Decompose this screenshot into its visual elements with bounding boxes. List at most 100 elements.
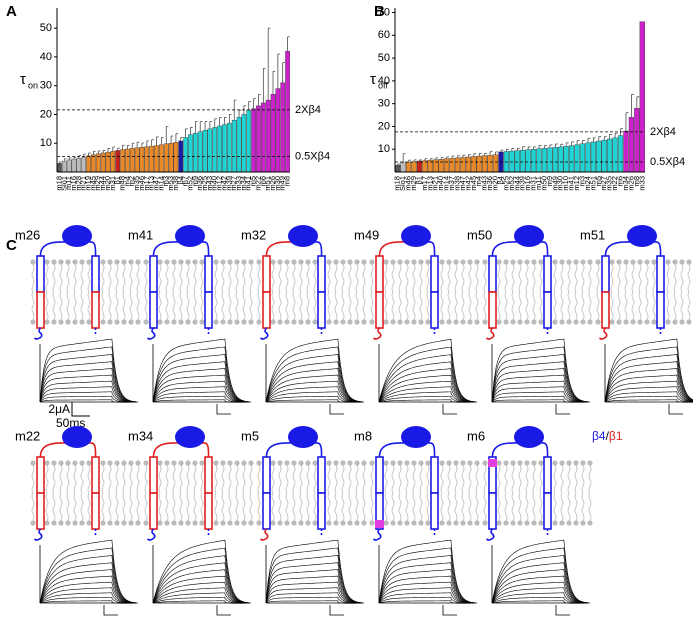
lipid-tail xyxy=(66,492,70,522)
lipid-tail xyxy=(454,492,458,522)
lipid-head xyxy=(404,520,410,526)
lipid-tail xyxy=(511,263,515,293)
lipid-head xyxy=(227,319,233,325)
lipid-tail xyxy=(292,263,296,293)
lipid-head xyxy=(79,319,85,325)
lipid-head xyxy=(241,259,247,265)
current-trace xyxy=(604,346,693,403)
lipid-tail xyxy=(66,464,70,494)
lipid-head xyxy=(128,319,134,325)
lipid-tail xyxy=(108,263,112,293)
lipid-head xyxy=(51,520,57,526)
lipid-tail xyxy=(553,464,557,494)
lipid-tail xyxy=(419,263,423,293)
lipid-head xyxy=(128,520,134,526)
current-trace xyxy=(39,587,137,604)
lipid-head xyxy=(298,319,304,325)
bar xyxy=(81,156,87,173)
lipid-tail xyxy=(687,291,691,321)
lipid-tail xyxy=(249,263,253,293)
lipid-tail xyxy=(518,492,522,522)
lipid-tail xyxy=(242,263,246,293)
lipid-tail xyxy=(129,291,133,321)
lipid-head xyxy=(305,460,311,466)
lipid-head xyxy=(298,460,304,466)
linker xyxy=(538,241,549,257)
lipid-head xyxy=(79,520,85,526)
bar xyxy=(129,148,135,173)
lipid-head xyxy=(665,259,671,265)
lipid-tail xyxy=(108,291,112,321)
x-tick-label: m49 xyxy=(550,176,559,191)
y-tick-label: 50 xyxy=(40,22,52,34)
x-tick-label: m25 xyxy=(501,176,510,191)
lipid-tail xyxy=(193,464,197,494)
current-trace xyxy=(378,539,476,604)
x-tick-label: m25 xyxy=(200,176,209,191)
tm-segment xyxy=(149,492,158,530)
lipid-tail xyxy=(426,291,430,321)
lipid-head xyxy=(404,259,410,265)
lipid-tail xyxy=(144,263,148,293)
lipid-head xyxy=(277,319,283,325)
bar xyxy=(444,158,450,173)
lipid-tail xyxy=(624,263,628,293)
scale-bar xyxy=(216,404,231,415)
lipid-head xyxy=(446,259,452,265)
lipid-head xyxy=(467,319,473,325)
tm-segment xyxy=(317,492,326,530)
x-tick-label: m21 xyxy=(79,176,88,191)
lipid-head xyxy=(44,319,50,325)
legend-entry: β1 xyxy=(609,429,623,443)
lipid-head xyxy=(72,319,78,325)
x-tick-label: m38 xyxy=(452,176,461,191)
lipid-tail xyxy=(384,464,388,494)
lipid-tail xyxy=(214,291,218,321)
lipid-head xyxy=(573,259,579,265)
tm-segment xyxy=(317,291,326,329)
lipid-tail xyxy=(80,492,84,522)
n-terminus xyxy=(259,327,269,340)
y-tick-label: 40 xyxy=(378,75,390,87)
current-trace xyxy=(152,346,250,403)
n-terminus xyxy=(372,528,382,541)
lipid-head xyxy=(531,460,537,466)
x-tick-label: m43 xyxy=(205,176,214,191)
lipid-tail xyxy=(306,492,310,522)
lipid-head xyxy=(552,319,558,325)
lipid-head xyxy=(340,460,346,466)
lipid-tail xyxy=(87,291,91,321)
lipid-tail xyxy=(468,263,472,293)
x-tick-label: m9 xyxy=(545,176,554,186)
current-trace xyxy=(152,581,250,604)
current-trace xyxy=(152,555,250,604)
lipid-tail xyxy=(228,464,232,494)
bar xyxy=(405,162,412,173)
lipid-tail xyxy=(405,291,409,321)
lipid-head xyxy=(482,520,488,526)
x-tick-label: β4 xyxy=(176,176,185,185)
lipid-head xyxy=(164,259,170,265)
construct-label: m41 xyxy=(128,227,153,242)
lipid-tail xyxy=(362,263,366,293)
bar xyxy=(569,145,575,173)
lipid-head xyxy=(425,520,431,526)
bar xyxy=(465,156,471,173)
lipid-tail xyxy=(511,492,515,522)
x-tick-label: m8 xyxy=(283,176,292,186)
current-trace xyxy=(39,569,137,604)
lipid-tail xyxy=(567,492,571,522)
x-tick-label: m3 xyxy=(577,176,586,186)
lipid-head xyxy=(347,520,353,526)
x-tick-label: m17 xyxy=(142,176,151,191)
current-trace xyxy=(39,539,137,604)
lipid-head xyxy=(552,520,558,526)
lipid-tail xyxy=(235,492,239,522)
current-trace xyxy=(378,386,476,403)
lipid-head xyxy=(44,460,50,466)
bar xyxy=(530,149,537,173)
lipid-tail xyxy=(596,263,600,293)
lipid-head xyxy=(241,319,247,325)
lipid-tail xyxy=(122,263,126,293)
